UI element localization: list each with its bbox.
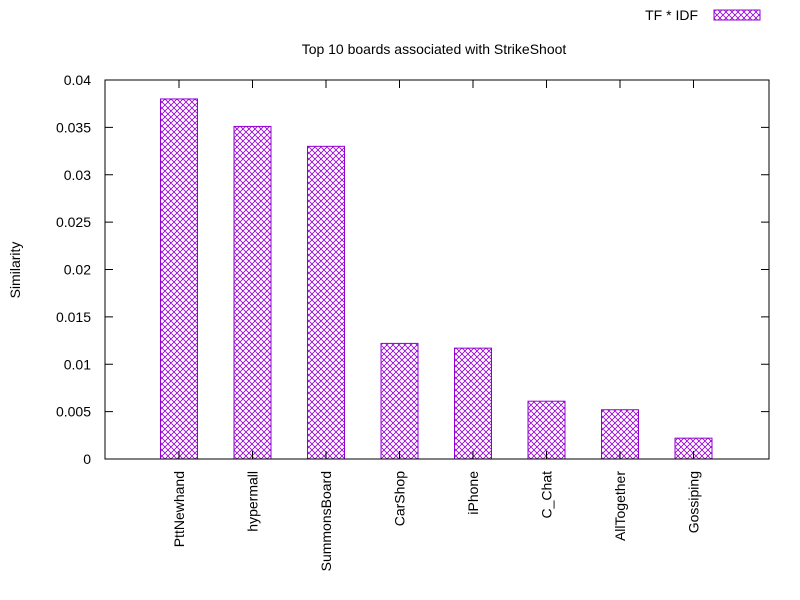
bar-iphone <box>454 347 492 460</box>
legend: TF * IDF <box>645 7 761 23</box>
bar-hypermall <box>233 125 272 460</box>
y-axis-label: Similarity <box>7 242 23 299</box>
x-tick-label: hypermall <box>245 471 261 532</box>
x-tick-label: iPhone <box>465 471 481 515</box>
x-tick-label: AllTogether <box>612 471 628 541</box>
y-tick-label: 0.015 <box>56 309 91 325</box>
y-tick-label: 0.04 <box>64 72 91 88</box>
bar-c-chat <box>527 400 566 460</box>
y-tick-label: 0.03 <box>64 167 91 183</box>
x-tick-label: SummonsBoard <box>318 471 334 571</box>
x-tick-label: C_Chat <box>539 471 555 519</box>
bar-pttnewhand <box>160 98 198 460</box>
x-tick-label: PttNewhand <box>171 471 187 547</box>
legend-label: TF * IDF <box>645 7 698 23</box>
y-tick-label: 0.035 <box>56 119 91 135</box>
y-tick-label: 0.01 <box>64 356 91 372</box>
bar-carshop <box>380 342 419 460</box>
x-tick-label: Gossiping <box>686 471 702 533</box>
y-tick-label: 0.025 <box>56 214 91 230</box>
y-tick-label: 0 <box>83 451 91 467</box>
y-tick-label: 0.005 <box>56 404 91 420</box>
legend-swatch <box>713 9 761 21</box>
y-tick-label: 0.02 <box>64 262 91 278</box>
bar-alltogether <box>601 409 639 460</box>
x-tick-label: CarShop <box>392 471 408 526</box>
chart-title: Top 10 boards associated with StrikeShoo… <box>302 41 567 57</box>
plot-frame <box>104 79 770 460</box>
bar-summonsboard <box>307 145 345 460</box>
